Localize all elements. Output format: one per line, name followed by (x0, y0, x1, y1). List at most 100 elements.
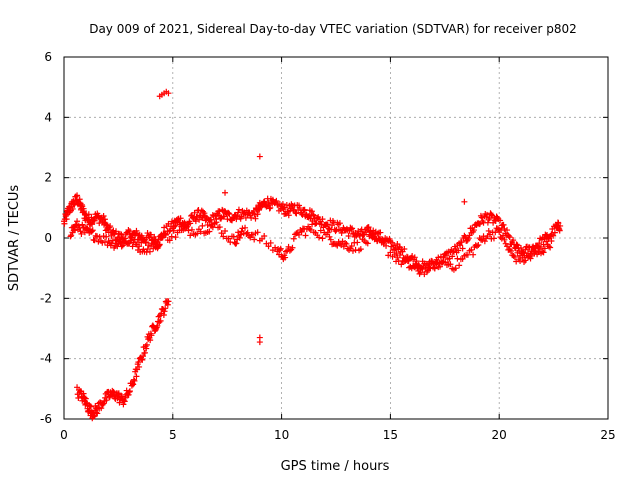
data-point (307, 227, 314, 234)
data-point (265, 243, 272, 250)
data-point (415, 261, 422, 268)
data-point (153, 325, 160, 332)
data-point (348, 226, 355, 233)
data-point (550, 232, 557, 239)
data-point (290, 235, 297, 242)
data-point (216, 224, 223, 231)
data-point (67, 233, 74, 240)
data-point (504, 227, 511, 234)
data-point (267, 239, 274, 246)
data-point (247, 234, 254, 241)
data-point (510, 237, 517, 244)
data-point (401, 246, 408, 253)
data-point (404, 258, 411, 264)
data-point (501, 225, 508, 232)
data-point (279, 201, 286, 208)
data-point (226, 211, 233, 218)
data-point (319, 235, 326, 242)
chart-title: Day 009 of 2021, Sidereal Day-to-day VTE… (89, 22, 577, 36)
data-point (541, 245, 548, 252)
data-point (130, 381, 137, 388)
data-point (187, 220, 194, 227)
data-point (141, 349, 148, 356)
data-point (81, 208, 88, 215)
data-point (119, 242, 126, 249)
data-point (235, 206, 242, 213)
data-point (411, 254, 418, 261)
data-point (126, 389, 133, 396)
data-point (345, 233, 352, 240)
data-point (447, 261, 454, 268)
data-point (511, 254, 518, 261)
data-point (155, 318, 162, 325)
data-point (135, 359, 142, 366)
data-point (188, 226, 195, 233)
data-point (357, 246, 364, 253)
data-point (514, 249, 521, 256)
data-point (459, 255, 466, 262)
data-point (110, 388, 117, 395)
data-point (354, 239, 361, 246)
data-point (479, 237, 486, 244)
data-point (87, 403, 94, 410)
data-point (185, 227, 192, 234)
data-point (156, 241, 163, 248)
data-point (465, 235, 472, 242)
data-point (229, 215, 236, 222)
data-point (219, 206, 226, 213)
data-point (91, 237, 98, 244)
x-tick-label: 0 (60, 428, 68, 442)
data-point (406, 264, 413, 271)
data-point (289, 244, 296, 251)
data-point (308, 208, 315, 215)
data-point (540, 249, 547, 256)
data-point (545, 243, 552, 250)
data-point (413, 258, 420, 265)
data-point (325, 225, 332, 232)
data-point (286, 247, 293, 254)
data-point (63, 216, 70, 223)
data-point (547, 244, 554, 251)
data-point (209, 224, 216, 231)
data-point (218, 230, 225, 237)
data-point (136, 363, 143, 370)
data-point (498, 235, 505, 242)
data-point (377, 229, 384, 236)
data-point (527, 255, 534, 262)
data-point (248, 214, 255, 221)
data-point (349, 247, 356, 254)
data-point (461, 232, 468, 239)
data-point (103, 397, 110, 404)
data-point (296, 231, 303, 238)
data-point (233, 240, 240, 247)
data-point (131, 236, 138, 243)
data-point (301, 206, 308, 213)
data-point (162, 305, 169, 312)
data-point (147, 337, 154, 344)
data-point (517, 245, 524, 252)
data-point (236, 234, 243, 241)
data-point (158, 234, 165, 241)
data-point (415, 267, 422, 274)
data-point (191, 209, 198, 216)
data-point (221, 213, 228, 220)
data-point (136, 243, 143, 250)
data-point (310, 211, 317, 218)
data-point (454, 255, 461, 262)
data-point (522, 257, 529, 264)
y-tick-label: 2 (44, 171, 52, 185)
data-point (496, 229, 503, 236)
data-point (256, 339, 263, 346)
data-point (114, 395, 121, 402)
data-point (340, 243, 347, 250)
data-point (155, 313, 162, 320)
data-point (162, 231, 169, 238)
data-point (265, 201, 272, 208)
data-point (513, 241, 520, 248)
data-point (411, 264, 418, 271)
data-point (230, 233, 237, 240)
data-point (122, 394, 129, 401)
data-point (156, 319, 163, 326)
data-point (279, 205, 286, 212)
data-point (452, 265, 459, 272)
